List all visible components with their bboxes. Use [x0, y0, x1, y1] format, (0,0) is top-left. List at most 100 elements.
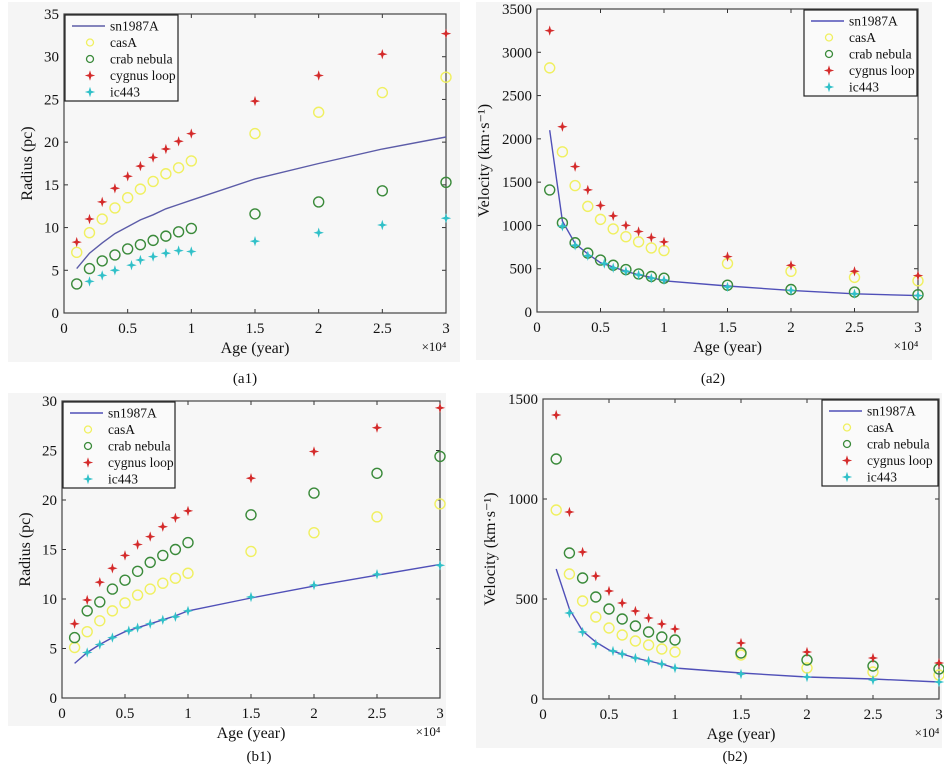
y-tick-label: 1000: [502, 218, 532, 234]
data-point: [69, 618, 80, 630]
series-sn1987A: [76, 136, 447, 270]
data-point: [109, 249, 121, 261]
y-tick-label: 1500: [502, 175, 532, 191]
data-point: [147, 251, 159, 262]
data-point: [630, 652, 641, 664]
legend-star-swatch: [82, 473, 94, 485]
data-point: [147, 234, 159, 247]
data-point: [582, 184, 594, 196]
x-tick-label: 2.5: [368, 706, 387, 722]
x-tick-label: 2: [310, 706, 318, 722]
data-point: [785, 260, 797, 271]
data-point: [616, 629, 628, 641]
x-axis-label: Age (year): [221, 340, 290, 357]
x-tick-label: 0: [539, 707, 547, 723]
data-point: [81, 647, 93, 658]
data-point: [595, 200, 606, 211]
data-point: [849, 288, 860, 300]
data-point: [735, 637, 747, 649]
data-point: [376, 185, 389, 197]
x-multiplier-label: ×10⁴: [422, 339, 447, 354]
data-point: [96, 255, 108, 267]
data-point: [109, 202, 121, 214]
data-point: [642, 639, 655, 651]
data-point: [126, 259, 137, 271]
data-point: [577, 626, 588, 638]
data-point: [590, 638, 602, 650]
y-tick-label: 1500: [508, 392, 538, 408]
data-point: [434, 560, 446, 571]
data-point: [68, 631, 81, 644]
series-crab-nebula: [550, 453, 944, 675]
legend-label: ic443: [108, 472, 138, 487]
legend-star-swatch: [841, 471, 853, 483]
series-crab-nebula: [68, 450, 446, 644]
data-point: [722, 251, 733, 262]
legend-star-swatch: [82, 457, 94, 468]
x-tick-label: 1.5: [246, 321, 265, 337]
data-point: [144, 583, 156, 595]
legend-circle-swatch: [85, 54, 95, 64]
data-point: [642, 626, 655, 638]
data-point: [564, 506, 575, 518]
legend-label: casA: [849, 30, 876, 45]
x-axis-label: Age (year): [693, 339, 762, 356]
data-point: [109, 265, 121, 276]
data-point: [144, 618, 156, 630]
data-point: [312, 196, 325, 208]
data-point: [440, 176, 452, 188]
data-point: [620, 230, 632, 243]
x-tick-label: 0.5: [591, 320, 610, 336]
legend-label: casA: [867, 420, 894, 435]
x-tick-label: 0: [58, 706, 66, 722]
legend-label: crab nebula: [849, 47, 912, 62]
legend-box: [64, 14, 179, 102]
data-point: [658, 274, 670, 286]
y-axis-label: Radius (pc): [19, 126, 36, 200]
data-point: [132, 539, 143, 550]
data-point: [620, 220, 632, 231]
data-point: [157, 549, 169, 562]
x-tick-label: 0: [533, 320, 541, 336]
data-point: [371, 511, 383, 523]
y-tick-label: 30: [42, 394, 57, 410]
data-point: [119, 550, 131, 561]
y-tick-label: 5: [50, 642, 58, 658]
chart-b2: 0 0.5 1 1.5 2 2.5 3 0 500 1000 1500 Age (year) ×10⁴ V…: [482, 392, 944, 743]
series-ic443: [81, 560, 446, 658]
data-point: [245, 472, 257, 484]
x-tick-label: 3: [436, 706, 444, 722]
data-point: [607, 262, 619, 274]
x-multiplier-label: ×10⁴: [894, 338, 919, 353]
data-point: [84, 213, 95, 225]
data-point: [147, 152, 159, 163]
data-point: [550, 453, 562, 465]
data-point: [160, 168, 172, 180]
y-tick-label: 0: [525, 305, 533, 321]
data-point: [440, 28, 452, 39]
data-point: [569, 161, 581, 172]
series-ic443: [557, 221, 924, 301]
legend-star-swatch: [841, 455, 853, 466]
legend-label: cygnus loop: [108, 455, 174, 470]
data-point: [616, 597, 628, 609]
x-tick-label: 1: [188, 321, 196, 337]
data-point: [170, 611, 181, 623]
y-axis-label: Velocity (km·s⁻¹): [482, 492, 499, 605]
y-tick-label: 15: [44, 178, 59, 194]
x-tick-label: 3: [442, 321, 450, 337]
data-point: [607, 210, 619, 222]
data-point: [656, 643, 668, 655]
data-point: [185, 222, 198, 235]
data-point: [245, 591, 257, 603]
series-sn1987A: [74, 563, 441, 664]
data-point: [186, 128, 197, 139]
data-point: [603, 585, 615, 597]
data-point: [646, 272, 657, 284]
data-point: [245, 509, 257, 521]
y-tick-label: 3500: [502, 2, 532, 18]
caption-a1: (a1): [232, 371, 258, 387]
